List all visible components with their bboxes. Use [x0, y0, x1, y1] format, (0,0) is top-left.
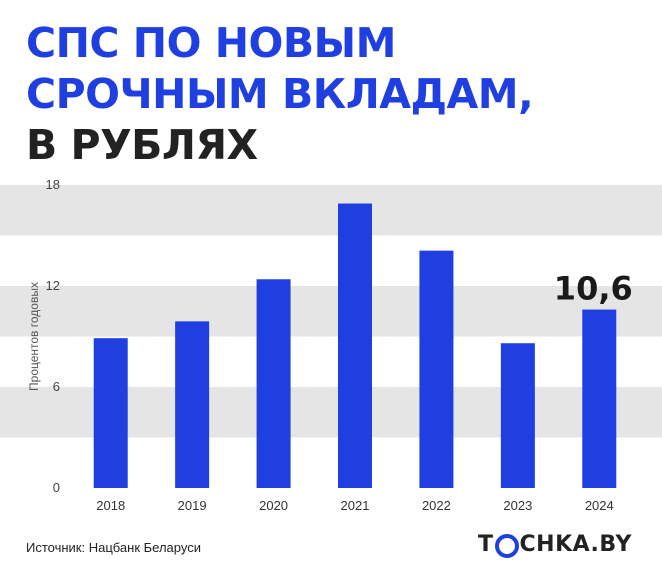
grid-band [0, 286, 662, 337]
bar-2019 [175, 321, 210, 488]
x-tick-label: 2024 [585, 498, 614, 513]
bar-2018 [93, 338, 128, 488]
x-tick-label: 2020 [259, 498, 288, 513]
title-line-3: В РУБЛЯХ [26, 121, 258, 169]
x-tick-label: 2021 [341, 498, 370, 513]
title-line-1: СПС ПО НОВЫМ [26, 19, 396, 67]
bar-2024 [582, 309, 617, 488]
title-line-2: СРОЧНЫМ ВКЛАДАМ, [26, 70, 534, 118]
logo-text-end: CHKA.BY [519, 532, 632, 557]
y-tick-label: 0 [53, 480, 60, 495]
chart-title: СПС ПО НОВЫМ СРОЧНЫМ ВКЛАДАМ, В РУБЛЯХ [26, 18, 534, 171]
bar-chart: 0 6 12 18 Процентов годовых 2018 2019 2020 2021 2… [0, 177, 662, 513]
bar-2023 [500, 343, 535, 488]
y-tick-label: 6 [53, 379, 60, 394]
y-tick-label: 12 [46, 278, 60, 293]
grid-band [0, 185, 662, 236]
y-tick-label: 18 [46, 177, 60, 192]
x-tick-label: 2019 [178, 498, 207, 513]
logo-text-start: T [478, 532, 494, 557]
x-tick-label: 2023 [503, 498, 532, 513]
site-logo[interactable]: T CHKA.BY [478, 532, 632, 558]
bar-2020 [256, 279, 291, 488]
x-tick-label: 2018 [96, 498, 125, 513]
data-label-2024: 10,6 [554, 270, 633, 308]
y-axis-label: Процентов годовых [27, 282, 41, 391]
x-tick-label: 2022 [422, 498, 451, 513]
bar-2022 [419, 250, 454, 488]
logo-ring-icon [494, 533, 519, 558]
source-note: Источник: Нацбанк Беларуси [26, 540, 201, 555]
bar-2021 [338, 203, 372, 488]
